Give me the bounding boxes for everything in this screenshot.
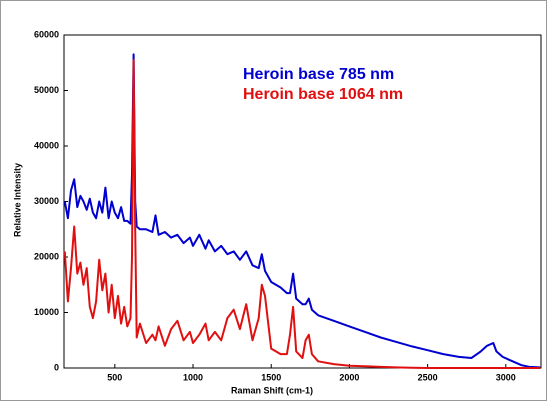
x-tick-label: 2500 — [418, 372, 438, 382]
y-tick-label: 10000 — [34, 307, 59, 317]
series-line — [63, 53, 541, 369]
y-axis-label: Relative Intensity — [12, 163, 22, 237]
y-tick-label: 30000 — [34, 196, 59, 206]
x-tick-label: 2000 — [339, 372, 359, 382]
series-line — [63, 59, 541, 369]
x-tick-label: 500 — [107, 372, 122, 382]
y-tick-label: 20000 — [34, 251, 59, 261]
x-tick-label: 3000 — [496, 372, 516, 382]
y-tick-label: 40000 — [34, 140, 59, 150]
y-tick-label: 0 — [54, 362, 59, 372]
legend-entry: Heroin base 785 nm — [243, 66, 394, 83]
x-tick-label: 1500 — [261, 372, 281, 382]
x-tick-label: 1000 — [183, 372, 203, 382]
x-axis-label: Raman Shift (cm-1) — [231, 385, 313, 395]
y-tick-label: 60000 — [34, 29, 59, 39]
y-tick-label: 50000 — [34, 85, 59, 95]
legend-entry: Heroin base 1064 nm — [243, 86, 403, 103]
